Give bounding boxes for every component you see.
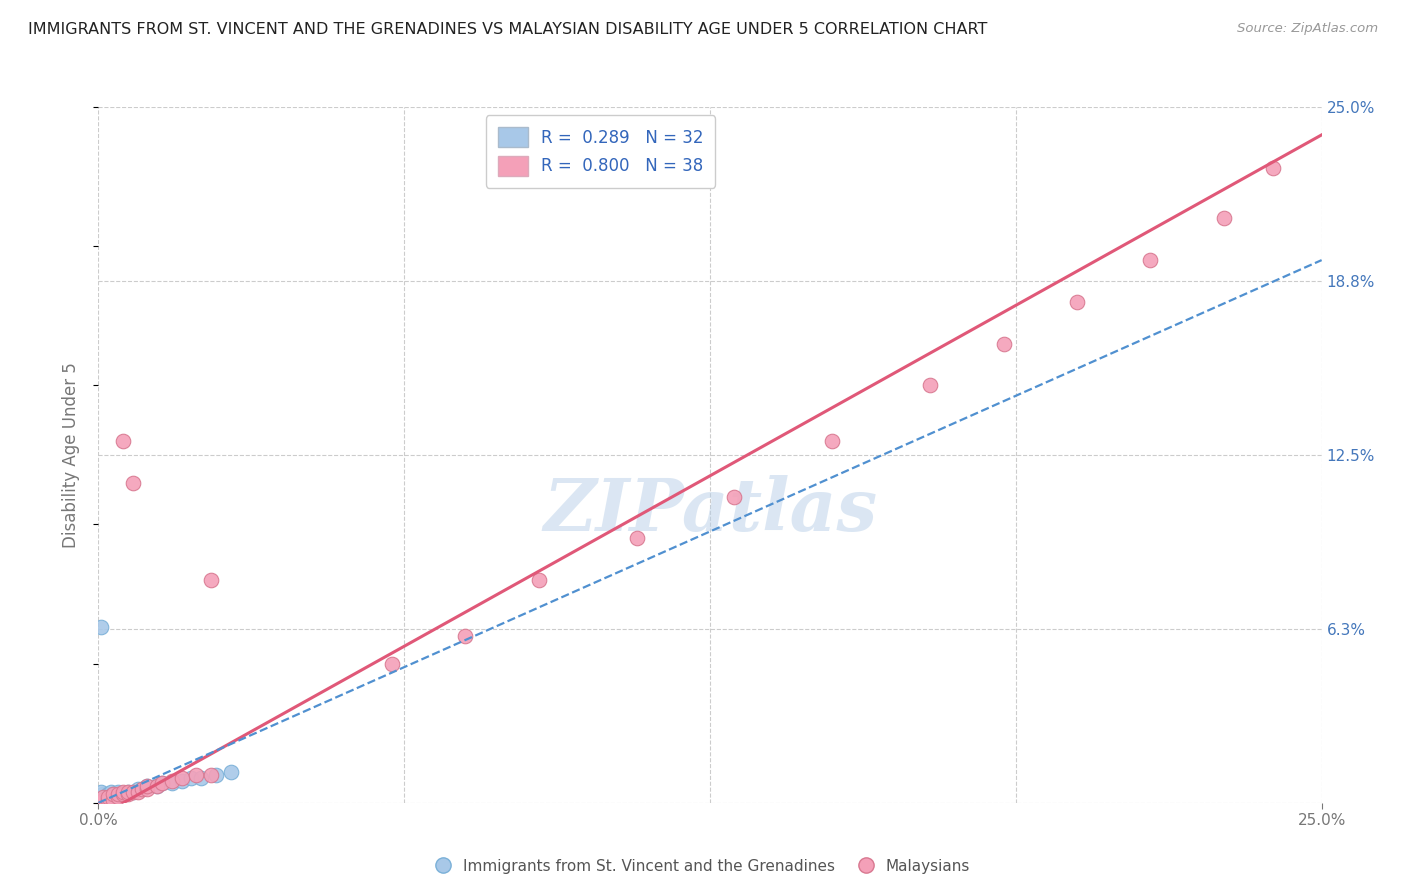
Point bbox=[97, 793, 120, 807]
Point bbox=[107, 785, 129, 799]
Text: Source: ZipAtlas.com: Source: ZipAtlas.com bbox=[1237, 22, 1378, 36]
Y-axis label: Disability Age Under 5: Disability Age Under 5 bbox=[62, 362, 80, 548]
Point bbox=[91, 790, 114, 805]
Point bbox=[1139, 253, 1161, 268]
Point bbox=[131, 781, 153, 796]
Point bbox=[91, 793, 114, 807]
Point bbox=[200, 573, 222, 587]
Point bbox=[121, 785, 143, 799]
Point bbox=[993, 336, 1015, 351]
Point bbox=[1066, 294, 1088, 309]
Point bbox=[97, 793, 120, 807]
Point bbox=[91, 790, 114, 805]
Point bbox=[111, 788, 134, 802]
Point bbox=[186, 768, 208, 782]
Point bbox=[723, 490, 745, 504]
Point bbox=[111, 788, 134, 802]
Point bbox=[1261, 161, 1284, 176]
Point bbox=[160, 773, 183, 788]
Point bbox=[91, 793, 114, 807]
Point bbox=[150, 776, 173, 790]
Point bbox=[1212, 211, 1234, 226]
Point bbox=[94, 791, 117, 805]
Point bbox=[146, 779, 169, 793]
Point bbox=[127, 781, 149, 796]
Text: ZIPatlas: ZIPatlas bbox=[543, 475, 877, 546]
Point bbox=[170, 773, 193, 788]
Point bbox=[90, 620, 112, 634]
Point bbox=[101, 790, 124, 805]
Point bbox=[454, 629, 477, 643]
Point bbox=[107, 788, 129, 802]
Legend: R =  0.289   N = 32, R =  0.800   N = 38: R = 0.289 N = 32, R = 0.800 N = 38 bbox=[486, 115, 716, 187]
Point bbox=[91, 791, 114, 805]
Point bbox=[111, 785, 134, 799]
Point bbox=[136, 779, 159, 793]
Point bbox=[821, 434, 844, 448]
Point bbox=[101, 793, 124, 807]
Legend: Immigrants from St. Vincent and the Grenadines, Malaysians: Immigrants from St. Vincent and the Gren… bbox=[430, 853, 976, 880]
Point bbox=[136, 779, 159, 793]
Text: IMMIGRANTS FROM ST. VINCENT AND THE GRENADINES VS MALAYSIAN DISABILITY AGE UNDER: IMMIGRANTS FROM ST. VINCENT AND THE GREN… bbox=[28, 22, 987, 37]
Point bbox=[381, 657, 404, 671]
Point bbox=[91, 788, 114, 802]
Point bbox=[101, 788, 124, 802]
Point bbox=[107, 790, 129, 805]
Point bbox=[190, 771, 212, 785]
Point bbox=[170, 771, 193, 785]
Point bbox=[97, 791, 120, 805]
Point bbox=[146, 779, 169, 793]
Point bbox=[111, 434, 134, 448]
Point bbox=[219, 765, 242, 780]
Point bbox=[90, 785, 112, 799]
Point bbox=[117, 785, 139, 799]
Point bbox=[205, 768, 228, 782]
Point bbox=[97, 788, 120, 802]
Point bbox=[200, 768, 222, 782]
Point bbox=[117, 785, 139, 799]
Point bbox=[131, 781, 153, 796]
Point bbox=[90, 793, 112, 807]
Point bbox=[97, 790, 120, 805]
Point bbox=[117, 788, 139, 802]
Point bbox=[121, 475, 143, 490]
Point bbox=[121, 785, 143, 799]
Point bbox=[101, 793, 124, 807]
Point bbox=[101, 788, 124, 802]
Point bbox=[626, 532, 648, 546]
Point bbox=[180, 771, 202, 785]
Point bbox=[160, 776, 183, 790]
Point bbox=[107, 788, 129, 802]
Point bbox=[136, 781, 159, 796]
Point bbox=[920, 378, 942, 392]
Point bbox=[527, 573, 550, 587]
Point bbox=[100, 785, 122, 799]
Point bbox=[150, 776, 173, 790]
Point bbox=[127, 785, 149, 799]
Point bbox=[94, 790, 117, 805]
